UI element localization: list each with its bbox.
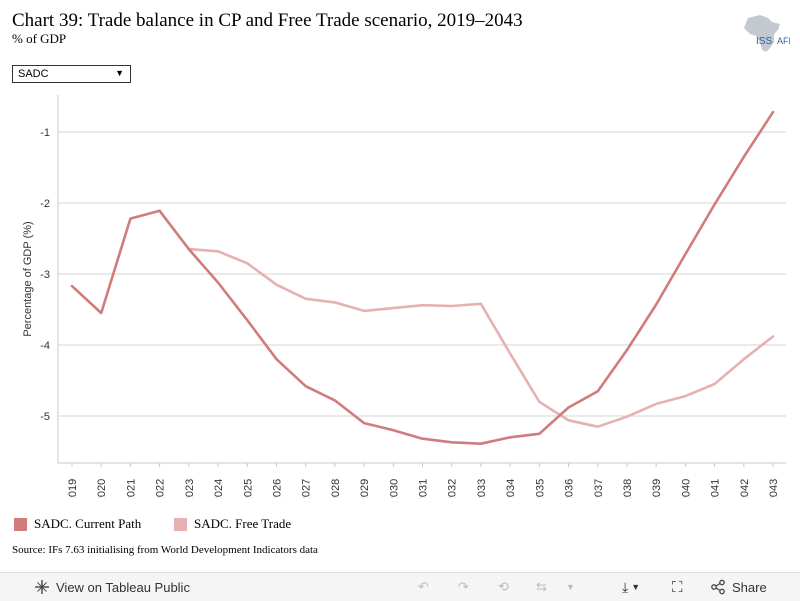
x-tick-label: 2020 xyxy=(96,479,108,498)
x-tick-label: 2032 xyxy=(447,479,459,498)
undo-icon: ↶ xyxy=(418,579,429,594)
share-label: Share xyxy=(732,579,767,595)
x-tick-label: 2034 xyxy=(505,479,517,498)
x-tick-label: 2027 xyxy=(301,479,313,498)
region-filter-value: SADC xyxy=(18,68,49,80)
refresh-button[interactable]: ⇆ xyxy=(536,573,547,601)
x-tick-label: 2037 xyxy=(593,479,605,498)
y-tick-label: -5 xyxy=(40,411,50,423)
legend-item-free-trade[interactable]: SADC. Free Trade xyxy=(174,516,291,532)
share-icon xyxy=(711,579,725,595)
x-tick-label: 2028 xyxy=(330,479,342,498)
legend-label-free-trade: SADC. Free Trade xyxy=(194,516,292,531)
tableau-toolbar: View on Tableau Public ↶ ↷ ⟲ ⇆ ▼ ⤓ ▼ ⛶ S… xyxy=(0,572,800,601)
caret-down-icon: ▼ xyxy=(566,582,575,592)
x-tick-label: 2029 xyxy=(359,479,371,498)
caret-down-icon: ▼ xyxy=(631,582,641,592)
y-tick-label: -1 xyxy=(40,127,50,139)
revert-button[interactable]: ⟲ xyxy=(498,573,509,601)
x-tick-label: 2026 xyxy=(271,479,283,498)
x-tick-label: 2039 xyxy=(651,479,663,498)
x-tick-label: 2035 xyxy=(534,479,546,498)
tableau-logo-icon xyxy=(35,580,49,594)
x-tick-label: 2021 xyxy=(125,479,137,498)
y-axis-label: Percentage of GDP (%) xyxy=(22,221,34,336)
region-filter-dropdown[interactable]: SADC ▼ xyxy=(12,65,131,83)
legend-swatch-free-trade xyxy=(174,517,187,531)
x-tick-label: 2024 xyxy=(213,479,225,498)
x-tick-label: 2030 xyxy=(388,479,400,498)
x-tick-label: 2041 xyxy=(710,479,722,498)
x-tick-label: 2025 xyxy=(242,479,254,498)
y-tick-label: -2 xyxy=(40,198,50,210)
fullscreen-icon: ⛶ xyxy=(672,578,683,596)
revert-icon: ⟲ xyxy=(498,579,509,594)
y-tick-label: -3 xyxy=(40,269,50,281)
x-tick-label: 2022 xyxy=(155,479,167,498)
x-tick-label: 2038 xyxy=(622,479,634,498)
download-icon: ⤓ xyxy=(622,578,629,595)
line-chart: -1 -2 -3 -4 -5 Percentage of GDP (%) 2019 2020 2… xyxy=(22,95,786,498)
logo-text: ISS xyxy=(756,36,772,47)
series-line-free-trade[interactable] xyxy=(187,247,775,428)
x-tick-label: 2023 xyxy=(184,479,196,498)
view-on-tableau-label: View on Tableau Public xyxy=(56,579,190,595)
redo-button[interactable]: ↷ xyxy=(458,573,469,601)
download-button[interactable]: ⤓ ▼ xyxy=(622,573,640,601)
svg-text:AFI: AFI xyxy=(777,36,790,46)
x-tick-label: 2031 xyxy=(418,479,430,498)
x-tick-label: 2042 xyxy=(739,479,751,498)
source-note: Source: IFs 7.63 initialising from World… xyxy=(12,544,318,556)
x-tick-label: 2043 xyxy=(768,479,780,498)
series-line-current-path[interactable] xyxy=(70,110,775,445)
chart-title: Chart 39: Trade balance in CP and Free T… xyxy=(12,10,523,31)
y-tick-label: -4 xyxy=(40,340,50,352)
legend-item-current-path[interactable]: SADC. Current Path xyxy=(14,516,141,532)
chevron-down-icon: ▼ xyxy=(115,68,124,78)
x-tick-label: 2040 xyxy=(680,479,692,498)
chart-subtitle: % of GDP xyxy=(12,31,67,46)
x-tick-label: 2033 xyxy=(476,479,488,498)
legend-swatch-current-path xyxy=(14,517,27,531)
refresh-dropdown[interactable]: ▼ xyxy=(566,573,575,601)
redo-icon: ↷ xyxy=(458,579,469,594)
share-button[interactable]: Share xyxy=(710,573,767,601)
undo-button[interactable]: ↶ xyxy=(418,573,429,601)
legend-label-current-path: SADC. Current Path xyxy=(34,516,142,531)
x-tick-label: 2019 xyxy=(67,479,79,498)
iss-africa-logo: ISS AFI xyxy=(738,12,791,56)
refresh-icon: ⇆ xyxy=(536,579,547,594)
view-on-tableau-button[interactable]: View on Tableau Public xyxy=(34,573,190,601)
x-tick-label: 2036 xyxy=(564,479,576,498)
africa-map-icon xyxy=(744,15,780,52)
fullscreen-button[interactable]: ⛶ xyxy=(672,573,683,601)
